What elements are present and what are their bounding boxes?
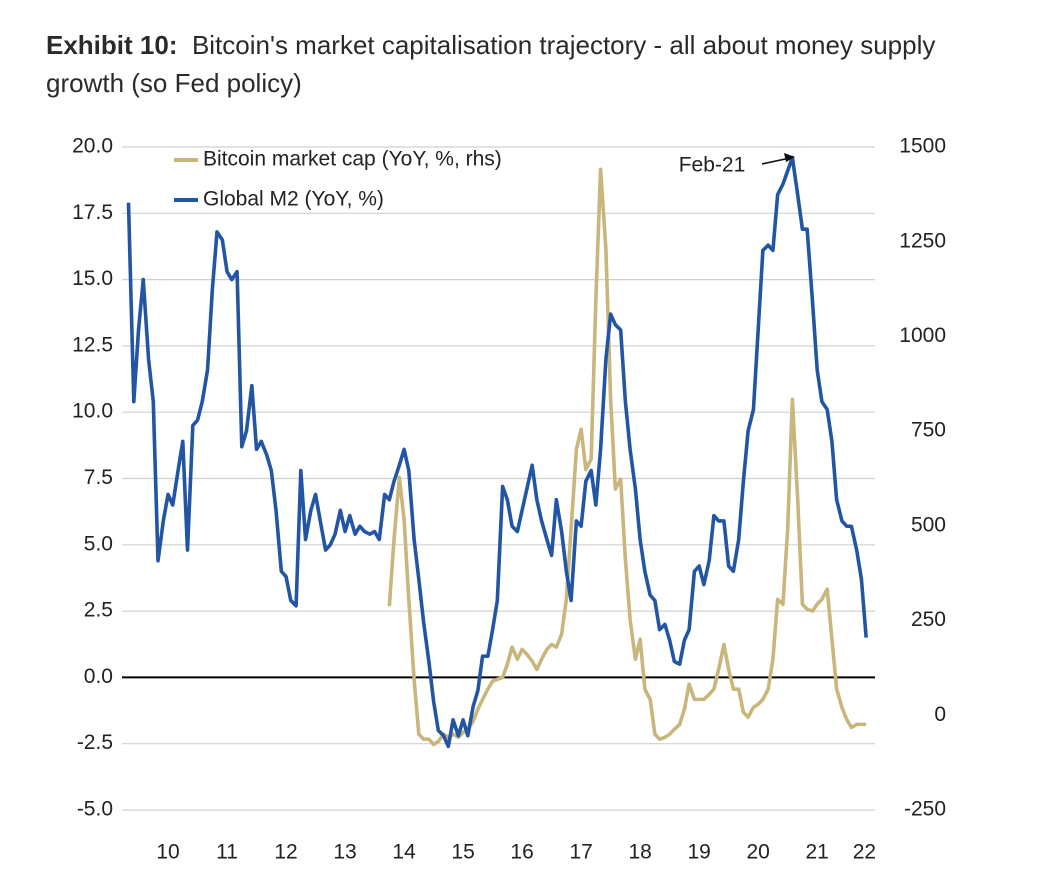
x-tick-label: 19 [687,841,710,864]
y2-tick-label: 1500 [899,135,946,158]
y-tick-label: -2.5 [77,731,113,754]
y-tick-label: 0.0 [84,665,113,688]
annotation-arrow [761,157,791,165]
annotation-arrowhead [784,153,795,162]
x-tick-label: 12 [274,841,297,864]
lines [126,155,868,749]
x-tick-label: 11 [216,841,238,864]
x-tick-label: 15 [451,841,474,864]
y2-tick-label: 0 [934,703,946,726]
y2-tick-label: 750 [911,419,946,442]
x-tick-label: 21 [805,841,828,864]
x-tick-label: 16 [510,841,533,864]
series-line [126,155,868,749]
title-prefix: Exhibit 10: [46,30,178,60]
x-tick-label: 17 [569,841,592,864]
y-tick-label: 20.0 [72,135,113,158]
x-tick-label: 20 [746,841,769,864]
y-tick-label: 5.0 [84,532,113,555]
y-tick-label: 17.5 [72,201,113,224]
x-tick-label: 18 [628,841,651,864]
annotation: Feb-21 [679,154,746,177]
y-tick-label: 12.5 [72,333,113,356]
x-tick-label: 14 [392,841,416,864]
y2-tick-label: 1000 [899,324,946,347]
y-tick-label: -5.0 [77,798,113,821]
legend-label: Bitcoin market cap (YoY, %, rhs) [203,148,502,171]
y-tick-label: 10.0 [72,400,113,423]
legend-label: Global M2 (YoY, %) [203,188,384,211]
x-tick-label: 13 [333,841,356,864]
title: Exhibit 10: Bitcoin's market capitalisat… [46,26,1006,102]
x-tick-label: 10 [156,841,179,864]
y-tick-label: 2.5 [84,599,113,622]
y2-tick-label: 1250 [899,229,946,252]
y2-tick-label: -250 [904,798,946,821]
series-line [387,167,867,747]
y-tick-label: 15.0 [72,267,113,290]
labels: -5.0 -2.5 0.0 2.5 5.0 7.5 10.0 12.5 15.0 17.5 20.0… [72,135,946,864]
title-text: Bitcoin's market capitalisation trajecto… [46,30,936,98]
y2-tick-label: 500 [911,513,946,536]
y2-tick-label: 250 [911,608,946,631]
x-tick-label: 22 [853,841,876,864]
y-tick-label: 7.5 [84,466,113,489]
